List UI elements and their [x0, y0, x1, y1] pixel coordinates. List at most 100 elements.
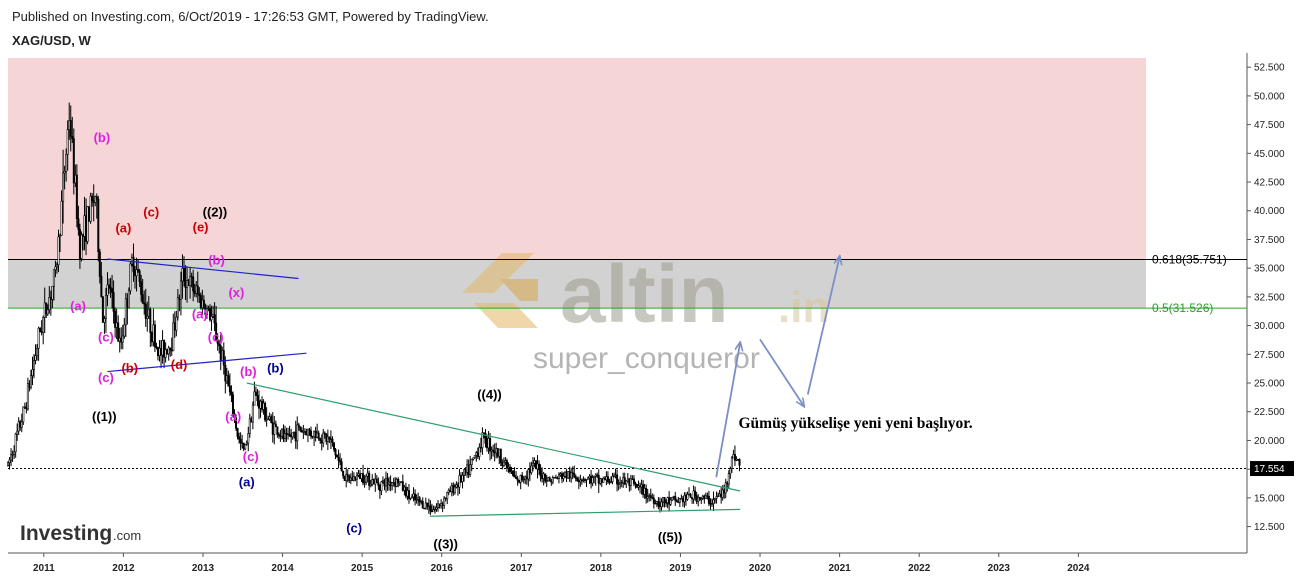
projection-arrow	[715, 343, 740, 478]
candle-body	[505, 460, 508, 469]
watermark: altin .in super_conqueror	[462, 249, 829, 375]
candle-body	[198, 293, 201, 296]
y-tick-label: 12.500	[1254, 522, 1285, 533]
candle-body	[17, 421, 20, 432]
y-tick-label: 27.500	[1254, 350, 1285, 361]
candle-body	[16, 430, 19, 435]
candle-body	[132, 256, 135, 273]
last-price-tag: 17.554	[1250, 461, 1294, 477]
candle-body	[635, 484, 638, 488]
candle-body	[553, 477, 556, 479]
candle-body	[691, 497, 694, 500]
candle-body	[167, 347, 170, 355]
trend-line	[429, 508, 741, 517]
candle-body	[515, 476, 518, 480]
candle-body	[250, 418, 253, 423]
candle-body	[418, 497, 421, 503]
candle-body	[124, 298, 127, 326]
candle-body	[134, 271, 137, 277]
candle-body	[522, 478, 525, 481]
projection-arrows	[715, 257, 839, 478]
candle-body	[697, 496, 700, 502]
candle-body	[160, 348, 163, 356]
candle-body	[701, 495, 704, 499]
candle-body	[7, 462, 10, 467]
y-tick-label: 40.000	[1254, 206, 1285, 217]
candle-body	[703, 495, 706, 499]
wave-label: (c)	[98, 370, 114, 385]
candles	[7, 102, 741, 515]
candle-body	[587, 477, 590, 480]
candle-body	[23, 406, 26, 409]
y-tick-label: 30.000	[1254, 321, 1285, 332]
last-price-tag-label: 17.554	[1254, 464, 1285, 475]
candle-body	[196, 285, 199, 295]
candle-body	[225, 375, 228, 382]
candle-body	[407, 490, 410, 499]
candle-body	[447, 489, 450, 493]
candle-body	[394, 482, 397, 487]
candle-body	[308, 429, 311, 432]
candle-body	[69, 120, 72, 137]
candle-body	[363, 481, 366, 484]
candle-body	[478, 447, 481, 457]
candle-body	[616, 474, 619, 485]
last-price-tag-bg	[1250, 461, 1294, 477]
candle-body	[561, 473, 564, 479]
x-tick-label: 2012	[112, 563, 135, 574]
candle-body	[492, 449, 495, 452]
candle-body	[704, 495, 707, 499]
candle-body	[144, 303, 147, 319]
candle-body	[293, 431, 296, 434]
candle-body	[100, 276, 103, 297]
y-tick-label: 35.000	[1254, 264, 1285, 275]
candle-body	[727, 473, 730, 485]
candle-body	[499, 448, 502, 463]
candle-body	[36, 348, 39, 356]
candle-body	[508, 466, 511, 473]
candle-body	[339, 460, 342, 463]
candle-body	[230, 391, 233, 396]
candle-body	[681, 498, 684, 503]
candle-body	[554, 477, 557, 479]
candle-body	[71, 136, 74, 140]
candle-body	[459, 475, 462, 482]
investing-logo: Investing .com	[20, 522, 141, 545]
candle-body	[736, 458, 739, 461]
candle-body	[51, 285, 54, 300]
candle-body	[637, 485, 640, 488]
x-tick-label: 2019	[669, 563, 692, 574]
candle-body	[28, 383, 31, 388]
candle-body	[385, 478, 388, 487]
candle-body	[179, 280, 182, 300]
candle-body	[317, 432, 320, 439]
wave-label: (b)	[267, 361, 284, 376]
candle-body	[706, 495, 709, 497]
candle-body	[14, 433, 17, 453]
candle-body	[178, 297, 181, 300]
candle-body	[536, 463, 539, 470]
candle-body	[573, 473, 576, 477]
candle-body	[20, 421, 23, 428]
candle-body	[570, 472, 573, 479]
candle-body	[692, 490, 695, 500]
candle-body	[153, 324, 156, 348]
candle-body	[326, 436, 329, 442]
candle-body	[216, 339, 219, 344]
candle-body	[311, 435, 314, 438]
candle-body	[709, 503, 712, 505]
candle-body	[92, 200, 95, 203]
wave-label: (c)	[346, 520, 362, 535]
candle-body	[141, 294, 144, 304]
candle-body	[649, 495, 652, 498]
wave-label: (c)	[143, 204, 159, 219]
candle-body	[541, 475, 544, 479]
candle-body	[718, 493, 721, 497]
y-tick-label: 32.500	[1254, 292, 1285, 303]
candle-body	[277, 434, 280, 436]
candle-body	[593, 476, 596, 478]
y-tick-label: 25.000	[1254, 379, 1285, 390]
candle-body	[62, 172, 65, 202]
candle-body	[686, 494, 689, 500]
